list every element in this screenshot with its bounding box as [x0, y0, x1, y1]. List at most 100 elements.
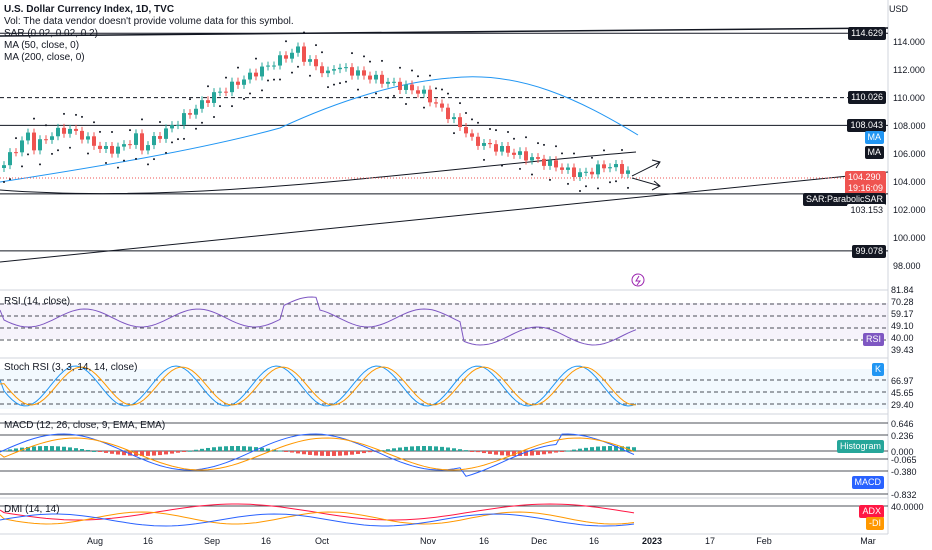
sar-dot	[303, 31, 305, 34]
symbol-title[interactable]: U.S. Dollar Currency Index, 1D, TVC	[4, 4, 175, 15]
histogram-bar	[632, 447, 636, 451]
candle	[68, 128, 72, 134]
rsi-legend[interactable]: RSI (14, close)	[4, 296, 71, 307]
candle	[626, 170, 630, 174]
candle	[542, 158, 546, 166]
time-tick: 16	[261, 536, 271, 546]
ma50-legend[interactable]: MA (50, close, 0)	[4, 40, 80, 51]
candle	[110, 145, 114, 154]
price-tag-108043: 108.043	[847, 119, 886, 132]
sar-dot	[111, 130, 113, 133]
candle	[548, 160, 552, 166]
candle	[524, 151, 528, 161]
lightning-icon	[631, 273, 645, 287]
sar-dot	[75, 113, 77, 116]
histogram-bar	[560, 451, 564, 452]
candle	[242, 79, 246, 85]
arrow-up-icon	[631, 159, 661, 177]
sar-dot	[333, 83, 335, 86]
histogram-bar	[86, 449, 90, 451]
price-tag-110026: 110.026	[848, 91, 886, 104]
histogram-bar	[584, 447, 588, 451]
macd-level-0: 0.646	[891, 419, 914, 429]
histogram-bar	[242, 446, 246, 451]
histogram-bar	[572, 449, 576, 451]
sar-dot	[297, 65, 299, 68]
histogram-bar	[248, 446, 252, 451]
candle	[26, 132, 30, 141]
candle	[344, 67, 348, 69]
histogram-bar	[428, 446, 432, 451]
candle	[14, 152, 18, 154]
histogram-bar	[98, 451, 102, 452]
histogram-bar	[212, 447, 216, 451]
candle	[590, 171, 594, 175]
histogram-bar	[158, 451, 162, 456]
candle	[104, 145, 108, 149]
sar-dot	[285, 40, 287, 43]
histogram-bar	[554, 451, 558, 453]
time-tick: Oct	[315, 536, 330, 546]
candle	[518, 151, 522, 155]
sar-dot	[189, 98, 191, 101]
plus-di-line	[0, 513, 635, 527]
histogram-bar	[284, 451, 288, 452]
sar-dot	[363, 55, 365, 58]
candle	[428, 89, 432, 103]
candle	[32, 132, 36, 151]
sar-dot	[393, 94, 395, 97]
candle	[122, 144, 126, 147]
macd-legend[interactable]: MACD (12, 26, close, 9, EMA, EMA)	[4, 420, 166, 431]
candle	[20, 140, 24, 153]
ma200-legend[interactable]: MA (200, close, 0)	[4, 52, 85, 63]
histogram-bar	[194, 449, 198, 451]
sar-dot	[537, 142, 539, 145]
histogram-bar	[332, 451, 336, 456]
candle	[176, 124, 180, 126]
sar-dot	[339, 82, 341, 85]
histogram-bar	[620, 446, 624, 451]
ma50-line	[0, 76, 639, 183]
time-tick: 17	[705, 536, 715, 546]
sar-dot	[117, 166, 119, 169]
candle	[578, 172, 582, 178]
candle	[206, 100, 210, 103]
histogram-bar	[38, 446, 42, 451]
candle	[44, 139, 48, 141]
sar-dot	[477, 121, 479, 124]
price-tick: 106.000	[893, 149, 926, 159]
sar-legend[interactable]: SAR (0.02, 0.02, 0.2)	[4, 28, 98, 39]
time-tick: 16	[589, 536, 599, 546]
histogram-bar	[290, 451, 294, 453]
stoch-legend[interactable]: Stoch RSI (3, 3, 14, 14, close)	[4, 362, 138, 373]
sar-dot	[69, 146, 71, 149]
candle	[620, 164, 624, 174]
histogram-bar	[308, 451, 312, 455]
ma-tag: MA	[864, 146, 884, 159]
candle	[260, 66, 264, 77]
histogram-bar	[518, 451, 522, 456]
sar-dot	[585, 185, 587, 188]
histogram-tag: Histogram	[836, 440, 884, 453]
sar-dot	[507, 131, 509, 134]
histogram-bar	[338, 451, 342, 456]
sar-dot	[213, 115, 215, 118]
candle	[446, 107, 450, 120]
histogram-bar	[350, 451, 354, 455]
sar-dot	[273, 78, 275, 81]
histogram-bar	[200, 448, 204, 451]
sar-dot	[525, 136, 527, 139]
time-tick: 16	[143, 536, 153, 546]
histogram-bar	[488, 451, 492, 454]
price-tag-99078: 99.078	[852, 245, 886, 258]
histogram-bar	[530, 451, 534, 456]
histogram-bar	[164, 451, 168, 455]
price-tick: 104.000	[893, 177, 926, 187]
sar-dot	[543, 143, 545, 146]
candle	[164, 128, 168, 139]
dmi-legend[interactable]: DMI (14, 14)	[4, 504, 60, 515]
candle	[386, 81, 390, 84]
candle	[374, 74, 378, 80]
histogram-bar	[80, 449, 84, 451]
